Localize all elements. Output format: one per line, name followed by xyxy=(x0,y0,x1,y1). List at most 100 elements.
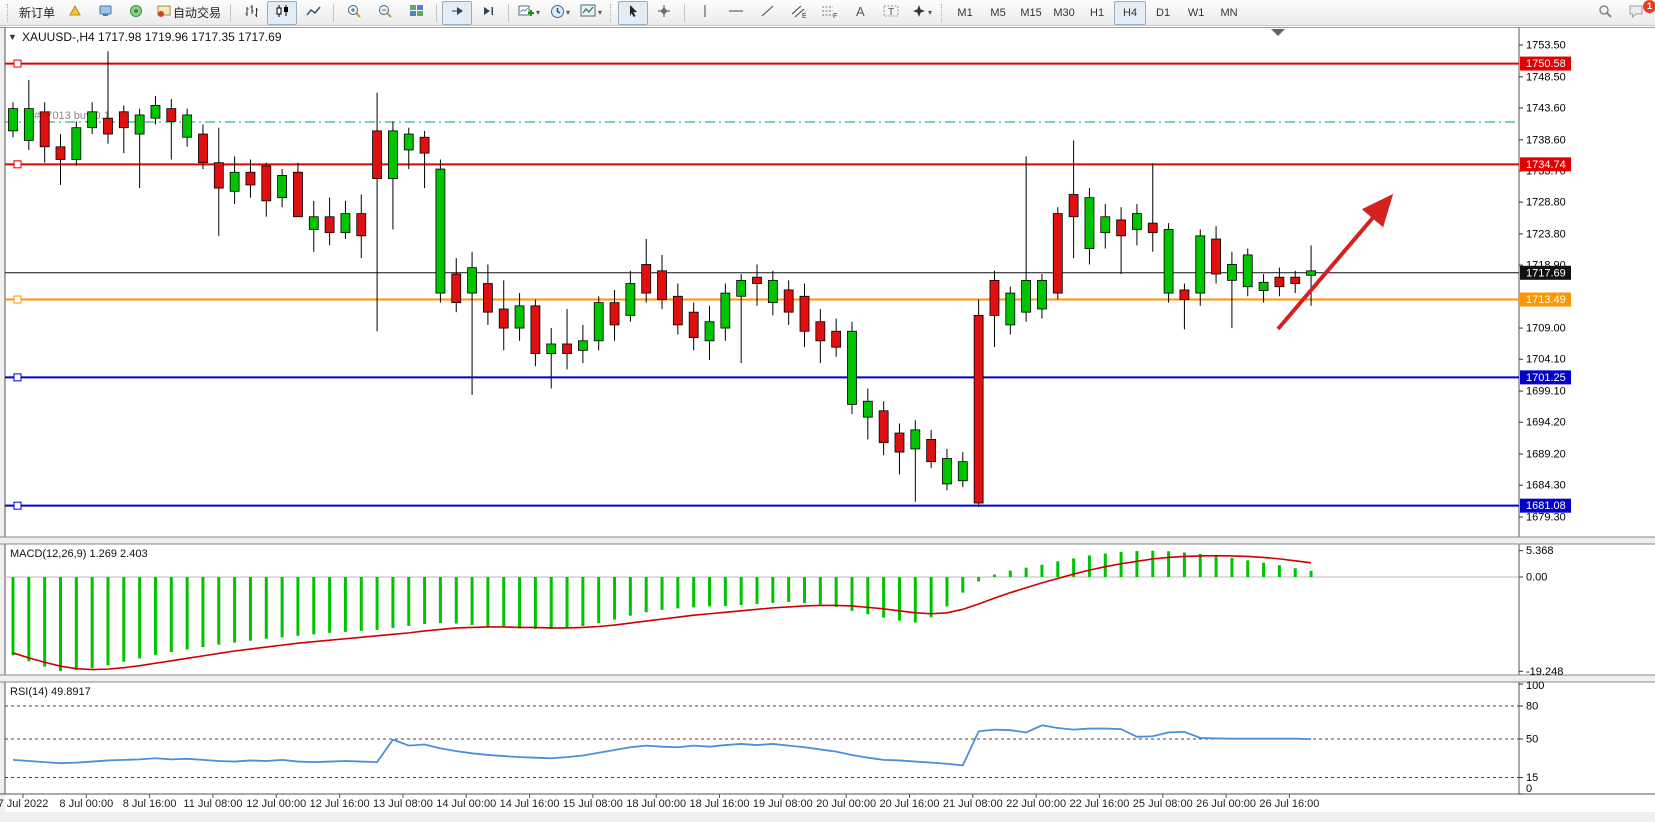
chart-wizard-button[interactable] xyxy=(60,1,90,25)
new-order-button[interactable]: 新订单 xyxy=(15,1,59,25)
toolbar-grip[interactable] xyxy=(610,3,614,22)
time-tick: 11 Jul 08:00 xyxy=(183,798,242,810)
rsi-pane: 100 80 50 150 xyxy=(5,680,1544,795)
horizontal-lines[interactable] xyxy=(5,59,1519,510)
candle xyxy=(245,171,256,186)
auto-trading-icon xyxy=(157,4,173,21)
candle xyxy=(308,216,319,230)
zoom-out-button[interactable] xyxy=(370,1,400,25)
toolbar-grip[interactable] xyxy=(7,3,11,22)
tf-m5-button[interactable]: M5 xyxy=(982,1,1014,25)
time-tick: 15 Jul 08:00 xyxy=(563,798,623,810)
candle xyxy=(910,429,921,450)
candle xyxy=(704,321,715,342)
trendline-button[interactable] xyxy=(752,1,782,25)
candle xyxy=(134,114,145,135)
rsi-label: RSI(14) 49.8917 xyxy=(10,686,91,698)
tf-h4-button[interactable]: H4 xyxy=(1114,0,1147,25)
new-chart-button[interactable]: ▾ xyxy=(514,1,544,25)
chart-shift-icon xyxy=(481,4,496,21)
trendline-icon xyxy=(760,4,775,21)
tile-windows-button[interactable] xyxy=(401,1,431,25)
svg-text:E: E xyxy=(802,13,807,19)
search-button[interactable] xyxy=(1590,1,1620,25)
price-badge-value: 1717.69 xyxy=(1526,267,1566,279)
candlestick-chart-button[interactable] xyxy=(267,0,298,25)
bar-chart-button[interactable] xyxy=(236,1,266,25)
candle xyxy=(1037,279,1047,310)
auto-trading-button[interactable]: 自动交易 xyxy=(153,1,225,25)
equidistant-channel-button[interactable]: E xyxy=(783,1,813,25)
terminal-button[interactable] xyxy=(91,1,121,25)
text-label-icon: T xyxy=(883,4,899,21)
price-tick: 1743.60 xyxy=(1526,102,1566,114)
time-tick: 22 Jul 16:00 xyxy=(1069,798,1129,810)
line-handle xyxy=(13,59,22,68)
rsi-axis-tick: 15 xyxy=(1526,772,1538,784)
tf-m1-button[interactable]: M1 xyxy=(949,1,981,25)
candle xyxy=(1258,281,1269,291)
candle xyxy=(1274,276,1285,288)
chart-shift-marker[interactable] xyxy=(1271,29,1285,36)
candle xyxy=(957,461,968,482)
vertical-line-button[interactable] xyxy=(690,1,720,25)
svg-text:A: A xyxy=(856,4,865,18)
candle xyxy=(229,171,240,192)
price-badge xyxy=(1520,157,1571,172)
new-chart-icon xyxy=(518,4,535,22)
candle xyxy=(1211,238,1221,275)
price-tick: 1728.80 xyxy=(1526,197,1566,209)
notifications-button[interactable]: 1 xyxy=(1621,0,1655,25)
separator xyxy=(508,3,510,22)
time-tick: 8 Jul 16:00 xyxy=(123,798,177,810)
horizontal-line-button[interactable] xyxy=(721,1,751,25)
tf-d1-button[interactable]: D1 xyxy=(1147,1,1179,25)
zoom-in-button[interactable] xyxy=(339,1,369,25)
candle xyxy=(340,213,351,234)
price-tick: 1709.00 xyxy=(1526,323,1566,335)
tf-h1-button[interactable]: H1 xyxy=(1081,1,1113,25)
toolbar-grip[interactable] xyxy=(941,3,945,22)
symbol-dropdown-icon[interactable]: ▼ xyxy=(8,32,17,42)
signals-button[interactable] xyxy=(122,1,152,25)
auto-scroll-button[interactable] xyxy=(442,0,473,25)
tf-m30-button[interactable]: M30 xyxy=(1048,1,1080,25)
time-tick: 14 Jul 00:00 xyxy=(436,798,496,810)
chart-shift-button[interactable] xyxy=(473,1,503,25)
tf-mn-button[interactable]: MN xyxy=(1213,1,1245,25)
crosshair-button[interactable] xyxy=(649,1,679,25)
candle xyxy=(989,279,1000,316)
profiles-button[interactable]: ▾ xyxy=(545,1,575,25)
price-tick: 1684.30 xyxy=(1526,480,1566,492)
candle xyxy=(182,114,193,138)
arrows-button[interactable]: ▾ xyxy=(907,1,937,25)
tf-w1-button[interactable]: W1 xyxy=(1180,1,1212,25)
price-badge xyxy=(1520,370,1571,385)
line-handle xyxy=(13,501,22,510)
chart-symbol-label: XAUUSD-,H4 1717.98 1719.96 1717.35 1717.… xyxy=(22,30,282,44)
tf-m15-button[interactable]: M15 xyxy=(1015,1,1047,25)
separator xyxy=(230,3,232,22)
templates-button[interactable]: ▾ xyxy=(576,1,606,25)
vertical-line-icon xyxy=(700,4,710,21)
candle xyxy=(324,216,335,234)
candle xyxy=(783,289,794,313)
price-badge-value: 1713.49 xyxy=(1526,294,1566,306)
macd-signal-line xyxy=(12,554,1312,671)
text-button[interactable]: A xyxy=(845,1,875,25)
trend-arrow[interactable] xyxy=(1276,193,1394,331)
fibonacci-button[interactable]: F xyxy=(814,1,844,25)
terminal-icon xyxy=(98,4,114,21)
candle xyxy=(625,283,636,316)
price-tick: 1689.20 xyxy=(1526,449,1566,461)
candle xyxy=(973,314,984,504)
text-label-button[interactable]: T xyxy=(876,1,906,25)
separator xyxy=(684,3,686,22)
cursor-button[interactable] xyxy=(618,0,649,25)
candle xyxy=(720,292,731,329)
candle xyxy=(530,305,541,354)
candle xyxy=(593,302,604,342)
chart-area[interactable]: ▼ XAUUSD-,H4 1717.98 1719.96 1717.35 171… xyxy=(0,26,1655,822)
line-chart-button[interactable] xyxy=(298,1,328,25)
price-badge-value: 1681.08 xyxy=(1526,500,1566,512)
